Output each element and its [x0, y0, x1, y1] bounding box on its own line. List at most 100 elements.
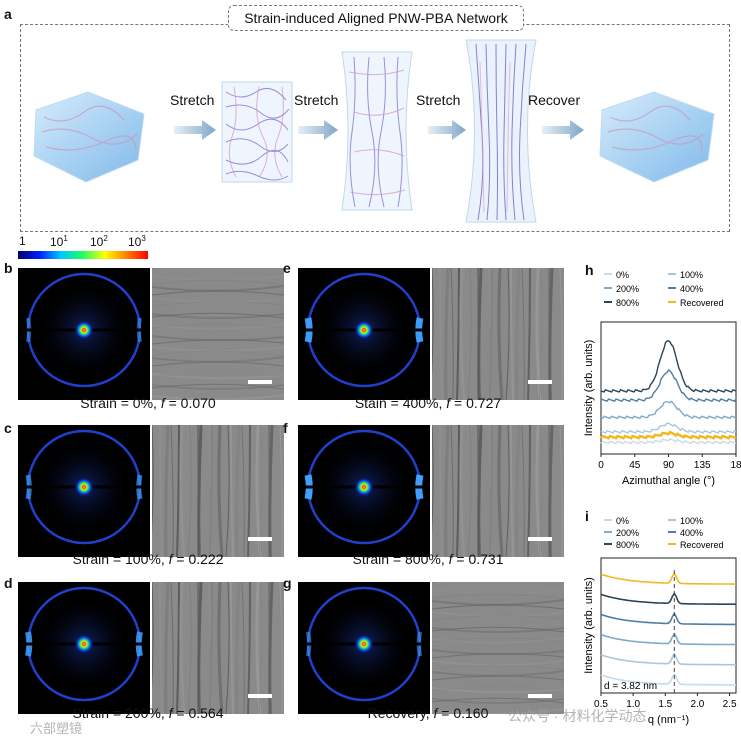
caption-prefix: Strain = 200%, — [72, 705, 169, 721]
legend-entry: 200% — [616, 284, 639, 294]
saxs-pattern-f — [298, 425, 430, 557]
watermark-left: 六部塑镜 — [30, 721, 83, 736]
panel-a-illustration — [33, 39, 715, 223]
step-label-4: Recover — [528, 92, 581, 108]
legend-entry: 100% — [680, 270, 703, 280]
legend-entry: 400% — [680, 528, 703, 538]
caption-prefix: Stain = 400%, — [354, 395, 447, 411]
x-tick-label: 0 — [598, 460, 604, 471]
caption-prefix: Strain = 100%, — [72, 551, 169, 567]
legend-entry: 800% — [616, 540, 639, 550]
series-line — [600, 672, 736, 686]
colorbar — [18, 251, 148, 259]
arrow-3 — [428, 120, 466, 140]
colorbar-tick-1: 1 — [19, 234, 26, 248]
panel-label-c: c — [4, 420, 12, 436]
saxs-pattern-c — [18, 425, 150, 557]
series-line — [600, 437, 737, 445]
orientation-symbol: f — [448, 551, 453, 567]
chart-h: 0% 100% 200% 400% 800% Recovered 0 45 90 135 18 Azi… — [576, 262, 741, 499]
panel-label-i: i — [585, 508, 589, 524]
x-tick-label: 45 — [629, 460, 641, 471]
colorbar-tick-10-2: 102 — [90, 234, 108, 249]
panel-label-g: g — [283, 575, 292, 591]
saxs-pattern-e — [298, 268, 430, 400]
caption-b: Strain = 0%, f = 0.070 — [3, 395, 293, 411]
y-axis-label: Intensity (arb. units) — [583, 340, 595, 437]
panel-label-b: b — [4, 260, 13, 276]
caption-prefix: Recovery, — [367, 705, 434, 721]
y-axis-label: Intensity (arb. units) — [583, 577, 595, 674]
caption-prefix: Strain = 800%, — [352, 551, 449, 567]
orientation-symbol: f — [446, 395, 451, 411]
series-line — [600, 591, 736, 605]
legend-entry: 0% — [616, 516, 629, 526]
x-tick-label: 135 — [694, 460, 711, 471]
orientation-symbol: f — [168, 705, 173, 721]
x-tick-label: 1.5 — [658, 699, 672, 710]
series-line — [600, 369, 737, 403]
orientation-symbol: f — [168, 551, 173, 567]
series-line — [600, 632, 736, 646]
sem-image-e — [432, 268, 564, 400]
caption-e: Stain = 400%, f = 0.727 — [283, 395, 573, 411]
saxs-pattern-d — [18, 582, 150, 714]
x-tick-label: 2.0 — [690, 699, 704, 710]
chart-i: 0% 100% 200% 400% 800% Recovered d = 3.82 nm 0.… — [576, 508, 741, 743]
x-tick-label: 18 — [730, 460, 741, 471]
legend-entry: 200% — [616, 528, 639, 538]
colorbar-tick-10-3: 103 — [128, 234, 146, 249]
legend-entry: 400% — [680, 284, 703, 294]
legend-entry: 0% — [616, 270, 629, 280]
series-line — [600, 571, 736, 585]
caption-c: Strain = 100%, f = 0.222 — [3, 551, 293, 567]
x-axis-label: Azimuthal angle (°) — [622, 475, 715, 487]
caption-prefix: Strain = 0%, — [80, 395, 161, 411]
x-tick-label: 90 — [663, 460, 675, 471]
step-label-1: Stretch — [170, 92, 215, 108]
series-line — [600, 612, 736, 626]
d-spacing-annotation: d = 3.82 nm — [604, 681, 657, 692]
chart-h-svg: 0% 100% 200% 400% 800% Recovered 0 45 90 135 18 Azi… — [583, 270, 741, 487]
arrow-4 — [542, 120, 584, 140]
legend-entry: 100% — [680, 516, 703, 526]
colorbar-tick-10-1: 101 — [50, 234, 68, 249]
sem-image-c — [152, 425, 284, 557]
sem-image-f — [432, 425, 564, 557]
orientation-symbol: f — [160, 395, 165, 411]
sem-image-b — [152, 268, 284, 400]
panel-label-d: d — [4, 575, 13, 591]
orientation-value: = 0.727 — [450, 395, 502, 411]
x-tick-label: 1.0 — [626, 699, 640, 710]
legend-entry: Recovered — [680, 298, 724, 308]
orientation-value: = 0.222 — [172, 551, 224, 567]
chart-i-svg: 0% 100% 200% 400% 800% Recovered d = 3.82 nm 0.… — [583, 516, 737, 726]
step-label-2: Stretch — [294, 92, 339, 108]
sem-image-g — [432, 582, 564, 714]
arrow-2 — [298, 120, 338, 140]
panel-label-e: e — [283, 260, 291, 276]
orientation-symbol: f — [433, 705, 438, 721]
panel-label-h: h — [585, 262, 594, 278]
x-tick-label: 0.5 — [594, 699, 608, 710]
arrow-1 — [174, 120, 216, 140]
series-line — [600, 400, 737, 420]
orientation-value: = 0.564 — [172, 705, 224, 721]
network-stage-2 — [341, 51, 413, 211]
x-axis-label: q (nm⁻¹) — [648, 714, 689, 726]
panel-label-f: f — [283, 420, 288, 436]
x-tick-label: 2.5 — [723, 699, 737, 710]
series-line — [600, 422, 737, 434]
panel-label-a: a — [4, 6, 12, 22]
caption-d: Strain = 200%, f = 0.564 — [3, 705, 293, 721]
panel-a-title: Strain-induced Aligned PNW-PBA Network — [228, 5, 524, 31]
series-line — [599, 430, 737, 440]
caption-f: Strain = 800%, f = 0.731 — [283, 551, 573, 567]
saxs-pattern-g — [298, 582, 430, 714]
series-line — [600, 339, 737, 393]
caption-g: Recovery, f = 0.160 — [283, 705, 573, 721]
plot-frame-i — [600, 557, 737, 694]
orientation-value: = 0.731 — [452, 551, 504, 567]
step-label-3: Stretch — [416, 92, 461, 108]
watermark-right: 公众号 · 材料化学动态 — [508, 708, 647, 724]
